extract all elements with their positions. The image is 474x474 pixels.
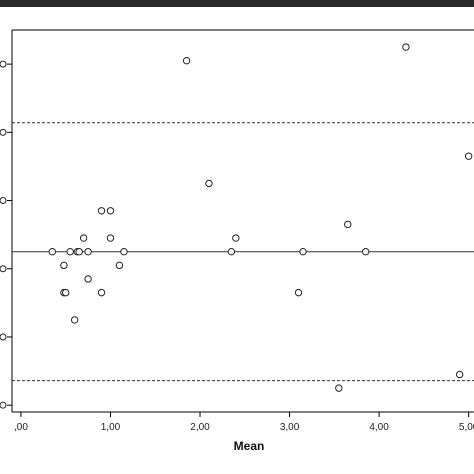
- data-point: [299, 247, 307, 256]
- y-axis-ticks: [0, 60, 12, 409]
- data-point: [335, 384, 343, 392]
- y-tick-label-fragment: [0, 333, 7, 341]
- y-tick-label-fragment: [0, 265, 7, 273]
- data-point: [48, 247, 56, 256]
- y-tick-label-fragment: [0, 401, 7, 409]
- data-point: [106, 207, 115, 215]
- data-point: [97, 207, 106, 215]
- data-point: [79, 234, 88, 242]
- data-point: [455, 370, 464, 379]
- data-point: [120, 247, 128, 256]
- data-point: [97, 288, 106, 297]
- data-point: [62, 288, 70, 297]
- data-point: [294, 288, 303, 297]
- data-point: [106, 234, 115, 242]
- data-point: [115, 261, 124, 270]
- y-tick-label-fragment: [0, 60, 7, 68]
- data-point: [227, 247, 236, 256]
- data-points: [48, 43, 473, 392]
- y-tick-label-fragment: [0, 128, 7, 136]
- x-axis-title: Mean: [234, 439, 265, 453]
- x-axis-ticks: ,00 1,00 2,00 3,00 4,00 5,00: [14, 412, 474, 433]
- data-point: [464, 152, 473, 160]
- data-point: [205, 179, 213, 188]
- x-tick-label: 2,00: [190, 422, 210, 433]
- data-point: [70, 316, 79, 324]
- data-point: [402, 43, 410, 51]
- x-tick-label: 5,00: [459, 422, 474, 433]
- x-tick-label: 4,00: [369, 422, 389, 433]
- x-tick-label: 1,00: [101, 422, 121, 433]
- y-tick-label-fragment: [0, 197, 7, 205]
- x-tick-label: 3,00: [280, 422, 300, 433]
- x-tick-label: ,00: [14, 422, 28, 433]
- data-point: [232, 234, 240, 242]
- data-point: [66, 247, 74, 256]
- data-point: [84, 247, 92, 256]
- data-point: [84, 275, 92, 283]
- data-point: [182, 56, 191, 65]
- top-border-strip: [0, 0, 474, 7]
- data-point: [60, 261, 68, 270]
- data-point: [361, 247, 370, 256]
- data-point: [75, 247, 83, 256]
- plot-frame: [11, 29, 474, 413]
- data-point: [344, 220, 352, 229]
